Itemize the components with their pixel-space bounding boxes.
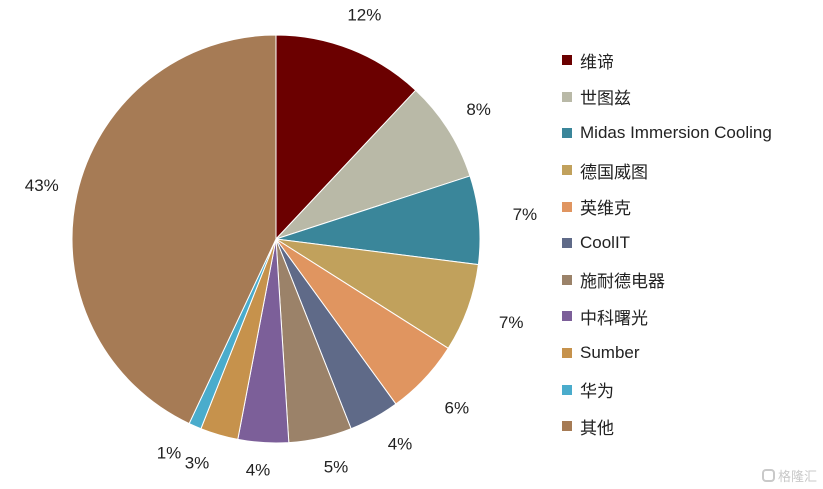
legend-label: Sumber bbox=[580, 343, 640, 363]
pie-label-4: 7% bbox=[499, 313, 524, 332]
chart-legend: 维谛世图兹 Midas Immersion Cooling 德国威图英维克 CoolI… bbox=[562, 42, 772, 445]
legend-label: 其他 bbox=[580, 418, 614, 438]
pie-label-9: 3% bbox=[185, 453, 210, 472]
legend-item: 维谛 bbox=[562, 42, 772, 79]
pie-slice-2 bbox=[275, 89, 471, 240]
legend-item: Midas Immersion Cooling bbox=[562, 115, 772, 152]
pie-percent-labels: 12% 8% 7% 7% 6% 4% 5% 4% 3%1% 43% bbox=[25, 5, 537, 479]
pie-slice-11 bbox=[71, 34, 277, 425]
legend-item: 英维克 bbox=[562, 188, 772, 225]
pie-label-5: 6% bbox=[444, 398, 469, 417]
legend-item: 世图兹 bbox=[562, 79, 772, 116]
legend-label: 施耐德电器 bbox=[580, 272, 665, 292]
legend-label: 中科曙光 bbox=[580, 308, 648, 328]
legend-label: 世图兹 bbox=[580, 89, 631, 109]
legend-swatch bbox=[562, 55, 572, 66]
legend-item: 华为 bbox=[562, 371, 772, 408]
legend-swatch bbox=[562, 274, 572, 285]
watermark-logo-icon bbox=[761, 469, 775, 482]
legend-item: Sumber bbox=[562, 335, 772, 372]
pie-label-10: 1% bbox=[157, 443, 182, 462]
legend-label: 德国威图 bbox=[580, 162, 648, 182]
legend-swatch bbox=[562, 238, 572, 249]
legend-swatch bbox=[562, 201, 572, 212]
legend-item: 中科曙光 bbox=[562, 298, 772, 335]
legend-swatch bbox=[562, 128, 572, 139]
pie-slices bbox=[71, 34, 481, 444]
watermark-text: 格隆汇 bbox=[777, 469, 817, 484]
pie-label-3: 7% bbox=[513, 205, 538, 224]
legend-item: 德国威图 bbox=[562, 152, 772, 189]
legend-swatch bbox=[562, 91, 572, 102]
pie-label-2: 8% bbox=[466, 100, 491, 119]
pie-label-1: 12% bbox=[347, 5, 381, 24]
legend-label: 华为 bbox=[580, 382, 614, 402]
legend-item: 施耐德电器 bbox=[562, 262, 772, 299]
legend-label: CoolIT bbox=[580, 233, 631, 253]
legend-item: 其他 bbox=[562, 408, 772, 445]
legend-swatch bbox=[562, 311, 572, 322]
legend-label: Midas Immersion Cooling bbox=[580, 123, 772, 143]
legend-item: CoolIT bbox=[562, 225, 772, 262]
pie-label-11: 43% bbox=[25, 176, 59, 195]
pie-slice-1 bbox=[275, 34, 417, 241]
legend-swatch bbox=[562, 421, 572, 432]
legend-label: 维谛 bbox=[580, 52, 614, 72]
pie-chart: 12% 8% 7% 7% 6% 4% 5% 4% 3%1% 43% bbox=[25, 5, 537, 479]
pie-label-6: 4% bbox=[388, 434, 413, 453]
legend-swatch bbox=[562, 384, 572, 395]
pie-label-7: 5% bbox=[324, 457, 349, 476]
watermark: 格隆汇 bbox=[761, 466, 817, 485]
pie-label-8: 4% bbox=[246, 460, 271, 479]
legend-label: 英维克 bbox=[580, 199, 631, 219]
legend-swatch bbox=[562, 348, 572, 359]
legend-swatch bbox=[562, 165, 572, 176]
